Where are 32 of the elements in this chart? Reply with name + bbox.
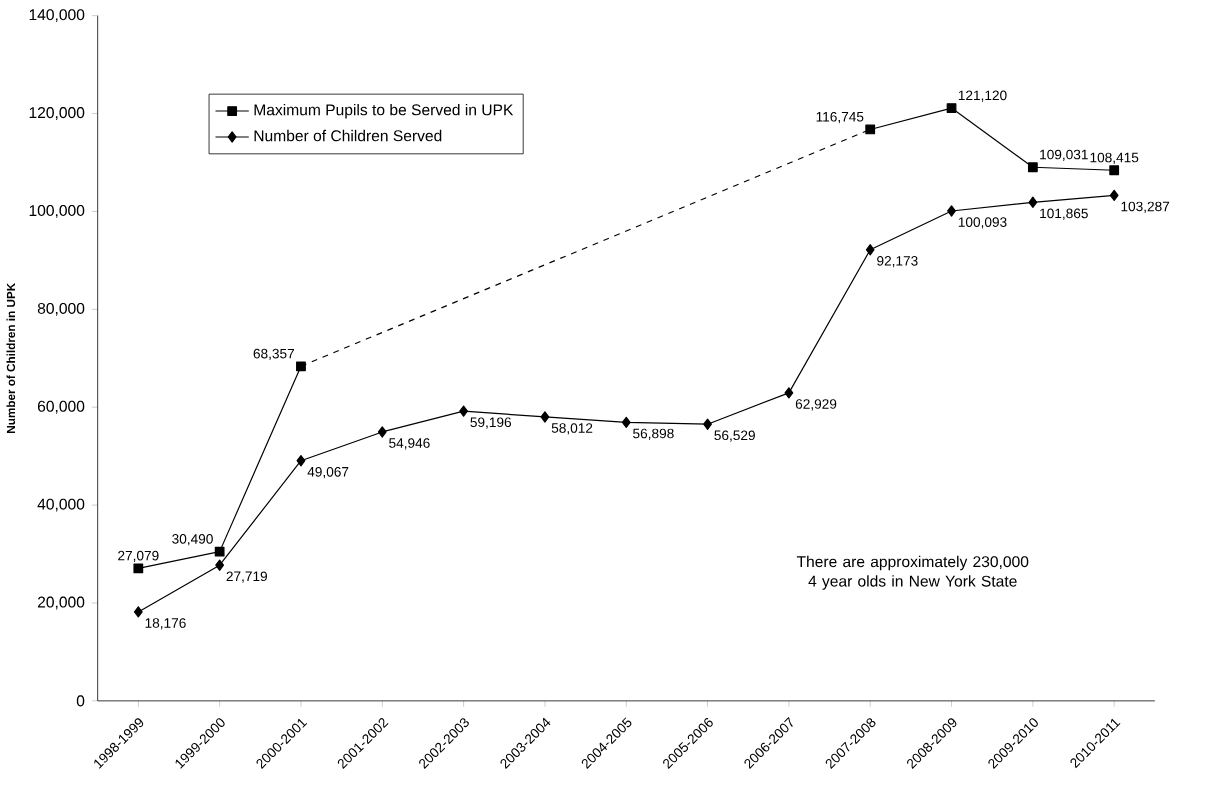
data-label: 101,865 (1040, 208, 1088, 220)
data-label: 62,929 (795, 399, 837, 411)
data-label: 68,357 (253, 348, 295, 361)
annotation: There are approximately 230,000 4 year olds in New York State (796, 555, 1029, 590)
data-label: 121,120 (958, 90, 1007, 102)
y-tick-label: 20,000 (37, 596, 85, 610)
data-label: 100,093 (958, 217, 1007, 229)
legend-label: Maximum Pupils to be Served in UPK (254, 103, 514, 119)
data-label: 92,173 (877, 256, 918, 268)
legend-label: Number of Children Served (254, 129, 442, 142)
data-label: 103,287 (1121, 201, 1170, 213)
y-axis-title: Number of Children in UPK (6, 282, 16, 433)
y-tick-label: 140,000 (29, 9, 85, 23)
y-tick-label: 40,000 (37, 498, 85, 512)
data-label: 30,490 (172, 534, 213, 546)
data-label: 56,529 (714, 430, 755, 442)
data-label: 49,067 (307, 467, 349, 479)
data-label: 109,031 (1040, 149, 1088, 161)
data-label: 108,415 (1090, 152, 1139, 165)
data-label: 56,898 (633, 428, 674, 440)
y-tick-label: 0 (76, 695, 85, 707)
data-label: 116,745 (816, 111, 864, 124)
y-tick-label: 100,000 (29, 205, 85, 218)
data-label: 58,012 (551, 423, 593, 435)
y-tick-label: 80,000 (37, 302, 85, 316)
data-label: 27,079 (118, 550, 159, 563)
data-label: 59,196 (470, 417, 512, 429)
data-label: 54,946 (389, 438, 430, 450)
data-label: 18,176 (145, 618, 186, 630)
y-tick-label: 60,000 (37, 400, 85, 414)
data-label: 27,719 (226, 571, 268, 583)
y-tick-label: 120,000 (29, 107, 85, 121)
